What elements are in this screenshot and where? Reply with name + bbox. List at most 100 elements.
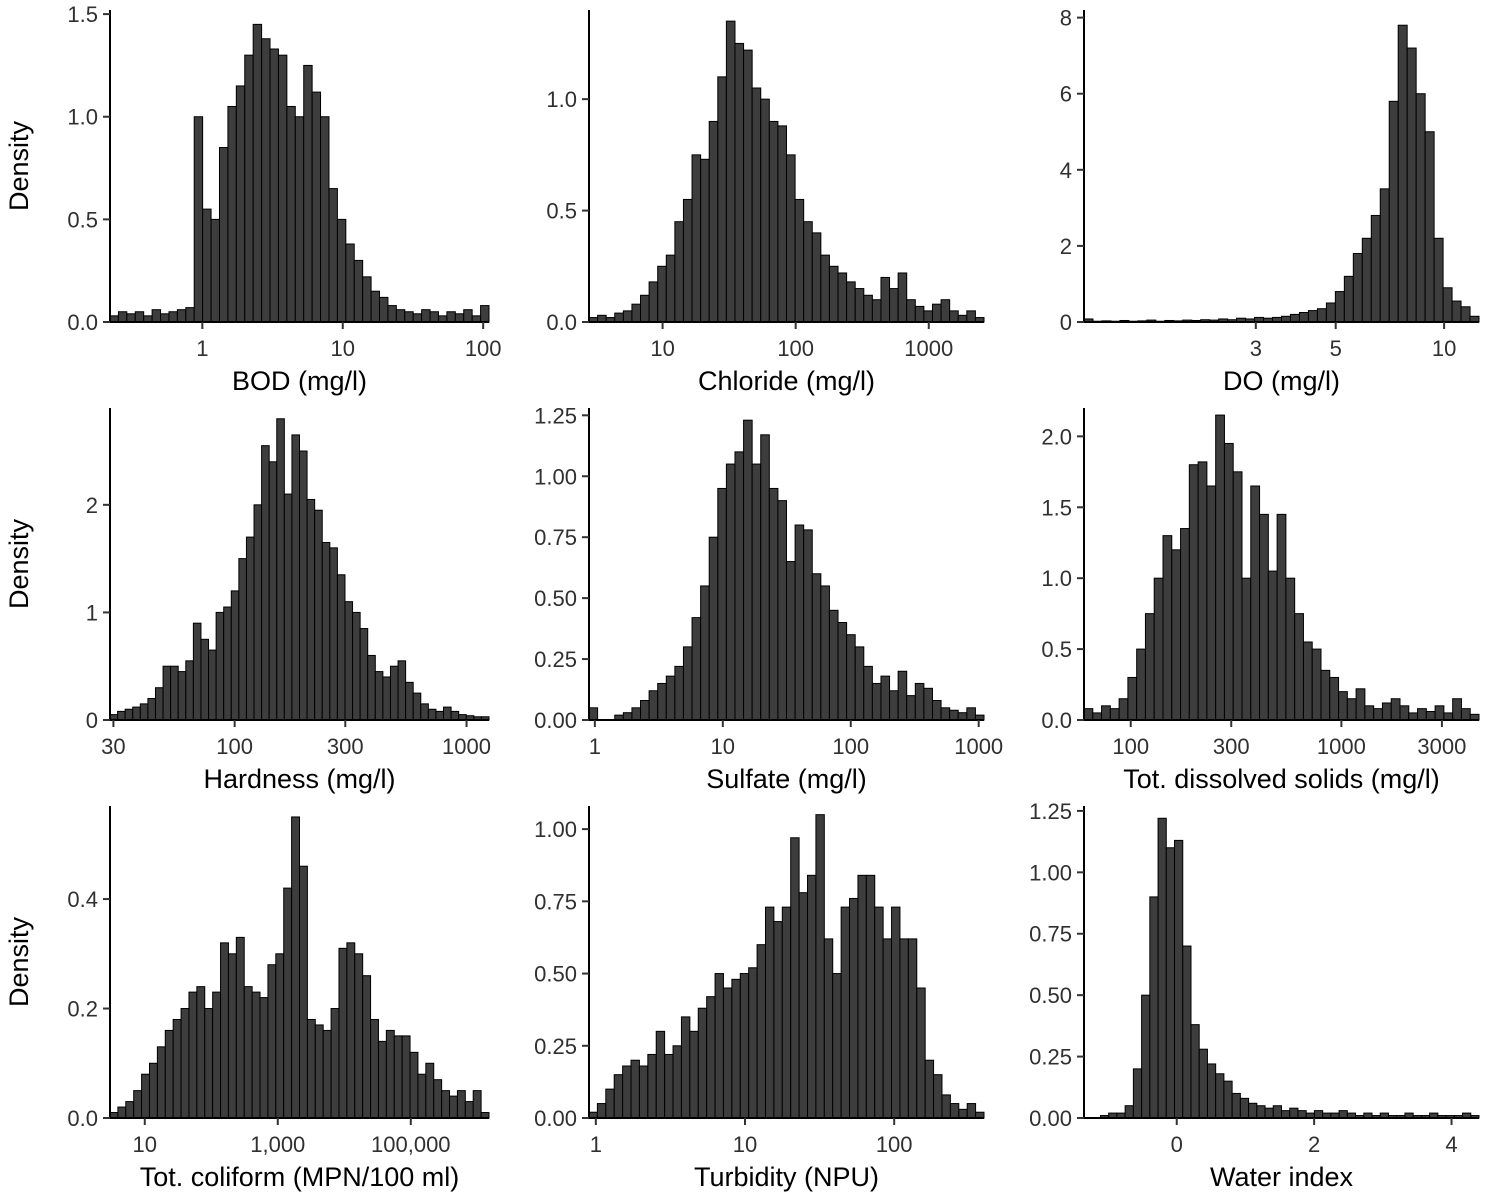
svg-text:100: 100: [216, 734, 253, 759]
svg-text:2: 2: [86, 493, 98, 518]
svg-text:1.25: 1.25: [534, 403, 577, 428]
svg-text:1: 1: [86, 600, 98, 625]
svg-text:100: 100: [1112, 734, 1149, 759]
svg-text:0.25: 0.25: [534, 1034, 577, 1059]
svg-text:1.0: 1.0: [546, 87, 577, 112]
svg-text:1: 1: [196, 336, 208, 361]
svg-text:1: 1: [590, 1132, 602, 1157]
panel-do: 0 2 4 6 8 3 5 10 DO (mg/l): [1000, 0, 1495, 398]
panel-hardness: 0 1 2 30 100 300 1000 Hardness (mg/l) Density: [0, 398, 505, 796]
svg-text:1.5: 1.5: [1041, 495, 1072, 520]
svg-text:0: 0: [1171, 1132, 1183, 1157]
svg-text:1.0: 1.0: [67, 105, 98, 130]
svg-text:100: 100: [832, 734, 869, 759]
panel-coliform: 0.0 0.2 0.4 10 1,000 100,000 Tot. coliform (MP…: [0, 796, 505, 1194]
svg-text:100: 100: [777, 336, 814, 361]
svg-text:100: 100: [876, 1132, 913, 1157]
svg-text:DO (mg/l): DO (mg/l): [1223, 366, 1340, 396]
svg-text:2: 2: [1060, 234, 1072, 259]
svg-text:1000: 1000: [954, 734, 1003, 759]
svg-text:1.00: 1.00: [1029, 860, 1072, 885]
svg-text:8: 8: [1060, 6, 1072, 31]
svg-text:0: 0: [1060, 310, 1072, 335]
histogram-bod: 0.0 0.5 1.0 1.5 1 10 100 BOD (mg/l) Density: [4, 2, 502, 396]
svg-text:10: 10: [1432, 336, 1456, 361]
svg-text:10: 10: [733, 1132, 757, 1157]
histogram-sulfate: 0.00 0.25 0.50 0.75 1.00 1.25 1 10 100 1000 Sulfat…: [534, 403, 1003, 794]
svg-text:0.0: 0.0: [1041, 708, 1072, 733]
svg-text:5: 5: [1330, 336, 1342, 361]
svg-text:0.0: 0.0: [546, 310, 577, 335]
histogram-coliform: 0.0 0.2 0.4 10 1,000 100,000 Tot. coliform (MP…: [4, 806, 490, 1192]
svg-text:Turbidity (NPU): Turbidity (NPU): [694, 1162, 879, 1192]
svg-text:0.5: 0.5: [1041, 637, 1072, 662]
svg-text:0.75: 0.75: [534, 889, 577, 914]
svg-text:0.50: 0.50: [534, 962, 577, 987]
svg-text:0.75: 0.75: [1029, 922, 1072, 947]
svg-text:0.25: 0.25: [1029, 1045, 1072, 1070]
svg-text:0.50: 0.50: [1029, 983, 1072, 1008]
svg-text:100: 100: [465, 336, 502, 361]
svg-text:10: 10: [133, 1132, 157, 1157]
svg-text:300: 300: [327, 734, 364, 759]
svg-text:4: 4: [1060, 158, 1072, 183]
svg-text:0.00: 0.00: [1029, 1106, 1072, 1131]
panel-bod: 0.0 0.5 1.0 1.5 1 10 100 BOD (mg/l) Density: [0, 0, 505, 398]
svg-text:1,000: 1,000: [250, 1132, 305, 1157]
svg-text:0.50: 0.50: [534, 586, 577, 611]
svg-text:Density: Density: [4, 120, 34, 211]
svg-text:1: 1: [589, 734, 601, 759]
svg-text:300: 300: [1213, 734, 1250, 759]
panel-chloride: 0.0 0.5 1.0 10 100 1000 Chloride (mg/l): [505, 0, 1000, 398]
svg-text:0: 0: [86, 708, 98, 733]
svg-text:0.0: 0.0: [67, 310, 98, 335]
svg-text:Tot. coliform (MPN/100 ml): Tot. coliform (MPN/100 ml): [140, 1162, 460, 1192]
svg-text:0.5: 0.5: [546, 199, 577, 224]
svg-text:10: 10: [331, 336, 355, 361]
svg-text:Tot. dissolved solids (mg/l): Tot. dissolved solids (mg/l): [1123, 764, 1440, 794]
svg-text:100,000: 100,000: [371, 1132, 451, 1157]
svg-text:10: 10: [650, 336, 674, 361]
svg-text:0.0: 0.0: [67, 1106, 98, 1131]
svg-text:Chloride (mg/l): Chloride (mg/l): [698, 366, 875, 396]
svg-text:3: 3: [1250, 336, 1262, 361]
svg-text:Sulfate (mg/l): Sulfate (mg/l): [706, 764, 867, 794]
histogram-tds: 0.0 0.5 1.0 1.5 2.0 100 300 1000 3000 Tot. dissol…: [1041, 408, 1480, 794]
panel-water-index: 0.00 0.25 0.50 0.75 1.00 1.25 0 2 4 Water index: [1000, 796, 1495, 1194]
svg-text:4: 4: [1445, 1132, 1457, 1157]
svg-text:3000: 3000: [1417, 734, 1466, 759]
svg-text:Density: Density: [4, 916, 34, 1007]
svg-text:0.75: 0.75: [534, 525, 577, 550]
panel-sulfate: 0.00 0.25 0.50 0.75 1.00 1.25 1 10 100 1000 Sulfat…: [505, 398, 1003, 796]
svg-text:Density: Density: [4, 518, 34, 609]
svg-text:1000: 1000: [904, 336, 953, 361]
svg-text:2.0: 2.0: [1041, 424, 1072, 449]
svg-text:0.4: 0.4: [67, 887, 98, 912]
svg-text:1000: 1000: [442, 734, 491, 759]
svg-text:0.2: 0.2: [67, 997, 98, 1022]
svg-text:0.5: 0.5: [67, 207, 98, 232]
histogram-do: 0 2 4 6 8 3 5 10 DO (mg/l): [1060, 6, 1480, 396]
svg-text:Water index: Water index: [1210, 1162, 1354, 1192]
histogram-turbidity: 0.00 0.25 0.50 0.75 1.00 1 10 100 Turbidity (NPU…: [534, 806, 985, 1192]
svg-text:1.0: 1.0: [1041, 566, 1072, 591]
svg-text:0.25: 0.25: [534, 647, 577, 672]
svg-text:BOD (mg/l): BOD (mg/l): [232, 366, 367, 396]
panel-turbidity: 0.00 0.25 0.50 0.75 1.00 1 10 100 Turbidity (NPU…: [505, 796, 1000, 1194]
histogram-water-index: 0.00 0.25 0.50 0.75 1.00 1.25 0 2 4 Water index: [1029, 799, 1480, 1192]
histogram-chloride: 0.0 0.5 1.0 10 100 1000 Chloride (mg/l): [546, 10, 985, 396]
svg-text:0.00: 0.00: [534, 708, 577, 733]
svg-text:2: 2: [1308, 1132, 1320, 1157]
svg-text:1.5: 1.5: [67, 2, 98, 27]
svg-text:10: 10: [711, 734, 735, 759]
svg-text:1000: 1000: [1317, 734, 1366, 759]
histogram-hardness: 0 1 2 30 100 300 1000 Hardness (mg/l) Density: [4, 408, 491, 794]
svg-text:1.00: 1.00: [534, 817, 577, 842]
svg-text:6: 6: [1060, 82, 1072, 107]
svg-text:Hardness (mg/l): Hardness (mg/l): [203, 764, 395, 794]
svg-text:0.00: 0.00: [534, 1106, 577, 1131]
svg-text:30: 30: [101, 734, 125, 759]
svg-text:1.00: 1.00: [534, 464, 577, 489]
svg-text:1.25: 1.25: [1029, 799, 1072, 824]
